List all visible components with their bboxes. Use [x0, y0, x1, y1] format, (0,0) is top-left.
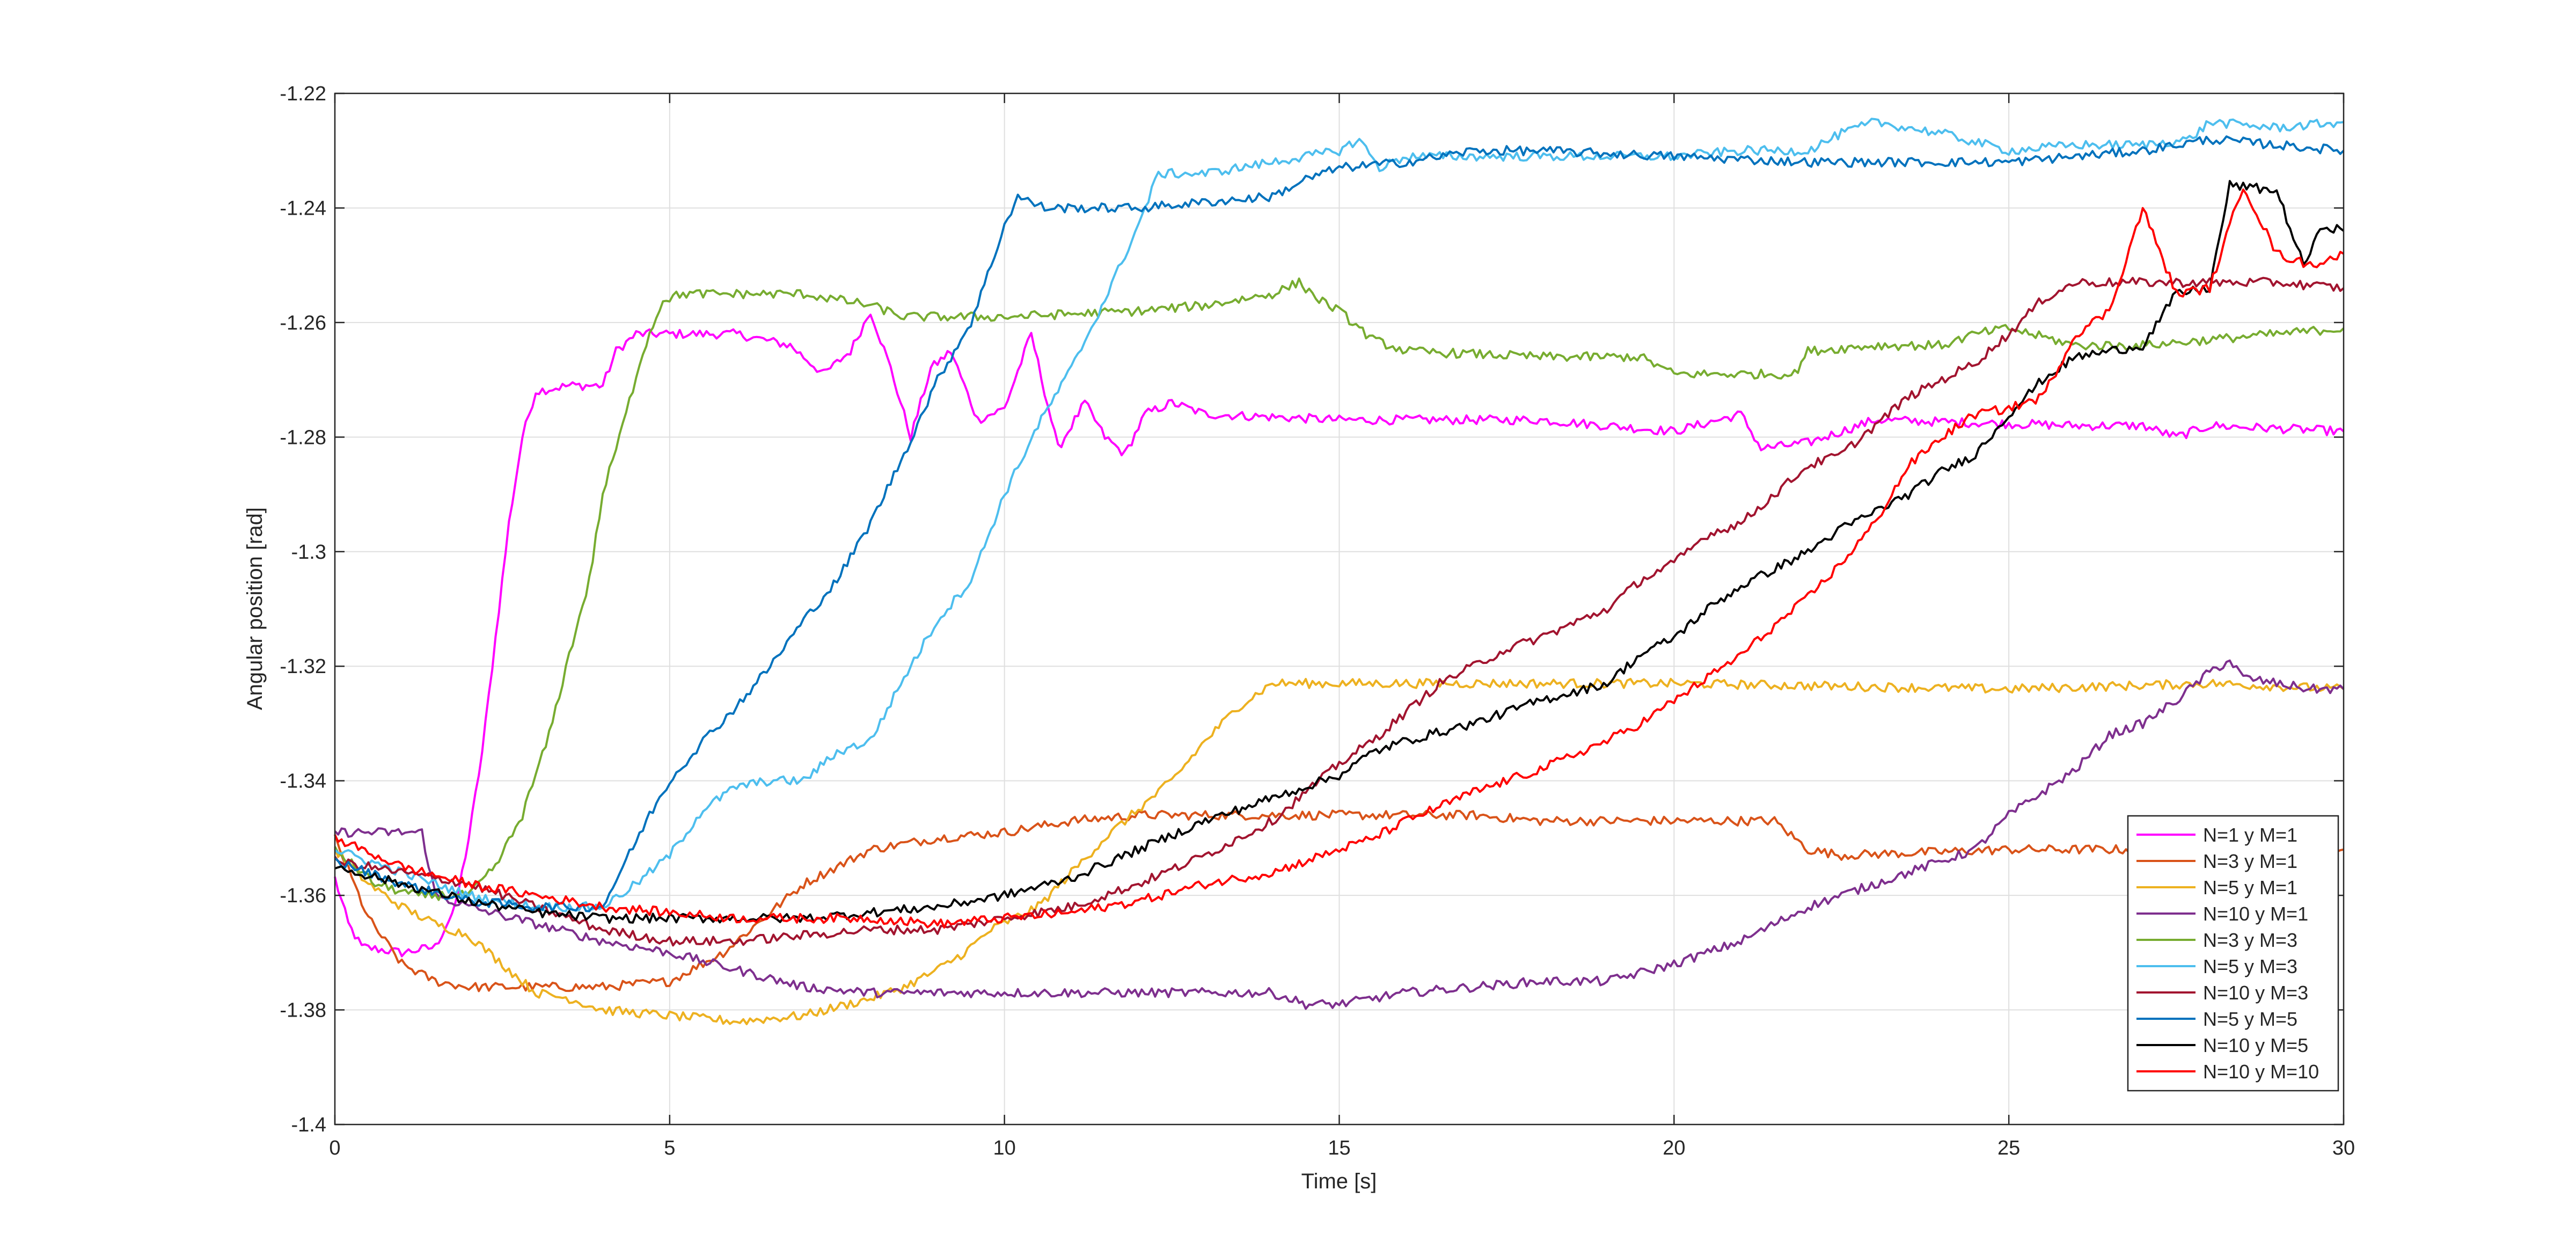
x-tick-label: 25 [1997, 1137, 2020, 1159]
grid-lines [335, 93, 2344, 1124]
y-tick-label: -1.32 [280, 655, 326, 678]
tick-marks [334, 92, 2345, 1126]
legend-entry: N=5 y M=5 [2203, 1008, 2297, 1030]
x-tick-label: 20 [1663, 1137, 1685, 1159]
y-tick-label: -1.22 [280, 83, 326, 105]
legend-entry: N=10 y M=3 [2203, 982, 2308, 1004]
y-tick-label: -1.24 [280, 197, 326, 220]
legend-entry: N=10 y M=10 [2203, 1061, 2319, 1083]
x-axis-label: Time [s] [1301, 1170, 1377, 1193]
legend: N=1 y M=1 N=3 y M=1 N=5 y M=1 N=10 y M=1 N=3… [2127, 815, 2339, 1092]
series-line [334, 276, 2345, 947]
x-tick-labels: 0 5 10 15 20 25 30 [329, 1137, 2355, 1159]
series-lines [334, 118, 2345, 1025]
series-line [334, 135, 2345, 912]
legend-entry: N=5 y M=3 [2203, 955, 2297, 977]
series-line [334, 278, 2345, 901]
x-tick-label: 30 [2332, 1137, 2355, 1159]
series-line [334, 659, 2345, 1010]
series-line [334, 118, 2344, 912]
y-tick-label: -1.26 [280, 312, 326, 334]
x-tick-label: 5 [664, 1137, 675, 1159]
y-axis-label: Angular position [rad] [243, 507, 267, 710]
series-line [334, 313, 2345, 958]
y-tick-label: -1.34 [280, 770, 326, 793]
legend-entry: N=1 y M=1 [2203, 824, 2297, 846]
y-tick-label: -1.3 [291, 541, 326, 564]
legend-entry: N=10 y M=1 [2203, 903, 2308, 925]
legend-entry: N=5 y M=1 [2203, 877, 2297, 899]
x-tick-label: 0 [329, 1137, 340, 1159]
y-tick-label: -1.36 [280, 885, 326, 907]
y-tick-label: -1.28 [280, 426, 326, 449]
y-tick-labels: -1.4 -1.38 -1.36 -1.34 -1.32 -1.3 -1.28 -1.26 -1… [280, 83, 326, 1136]
x-tick-label: 10 [993, 1137, 1016, 1159]
y-tick-label: -1.4 [291, 1114, 326, 1136]
series-line [334, 809, 2344, 992]
x-tick-label: 15 [1328, 1137, 1350, 1159]
series-line [334, 677, 2345, 1025]
legend-entry: N=3 y M=1 [2203, 850, 2297, 872]
y-tick-label: -1.38 [280, 999, 326, 1022]
series-line [334, 188, 2344, 929]
legend-entry: N=10 y M=5 [2203, 1034, 2308, 1056]
legend-entry: N=3 y M=3 [2203, 929, 2297, 951]
